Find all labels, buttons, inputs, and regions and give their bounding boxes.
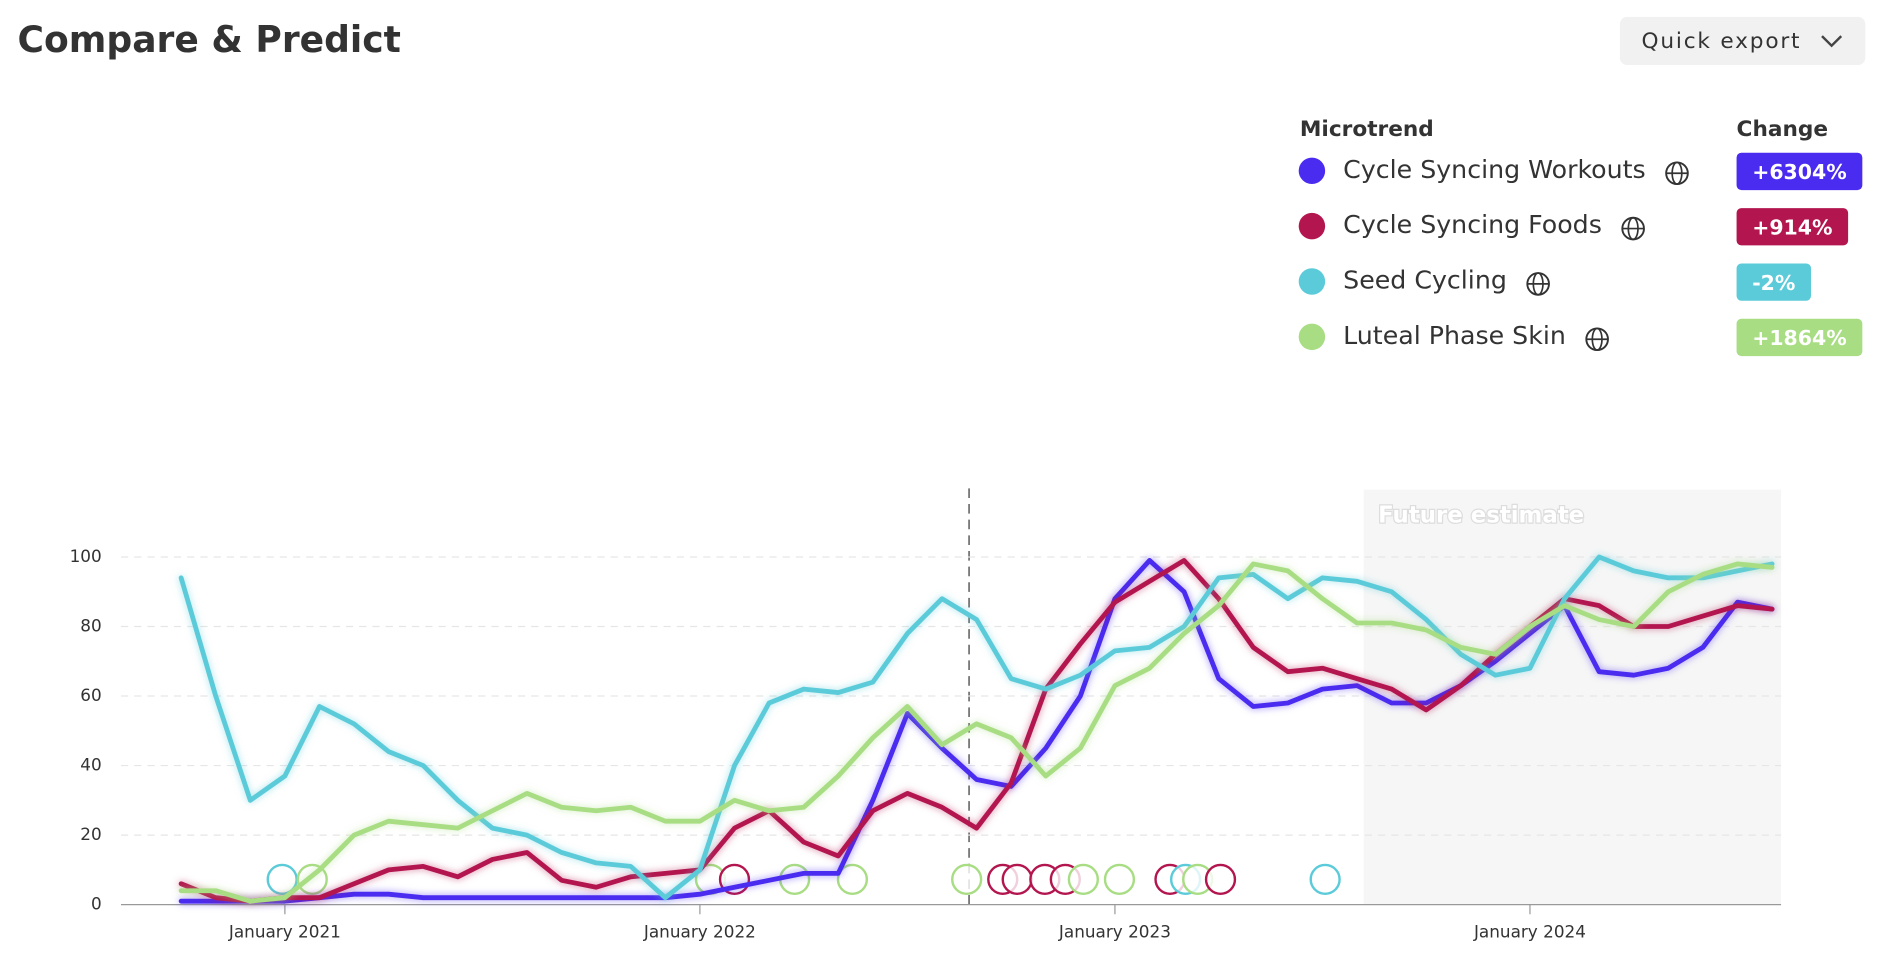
export-button[interactable]: Quick export — [1619, 16, 1866, 65]
change-badge — [1736, 208, 1849, 246]
legend-header: Change — [1737, 117, 1828, 142]
event-marker — [836, 863, 869, 896]
event-marker — [1309, 863, 1341, 896]
event-marker — [1067, 863, 1099, 896]
x-tick-label: January 2024 — [1473, 921, 1586, 941]
change-label: -2% — [1752, 271, 1795, 295]
change-label: +914% — [1752, 216, 1832, 240]
y-tick-label: 80 — [80, 616, 101, 636]
y-tick-label: 0 — [91, 894, 102, 914]
x-tick-label: January 2022 — [643, 921, 756, 941]
future-region — [1363, 489, 1782, 905]
legend-swatch — [1298, 157, 1326, 185]
legend-label: Luteal Phase Skin — [1343, 321, 1566, 350]
series-line — [178, 554, 1775, 901]
export-button-bg[interactable] — [1619, 16, 1866, 65]
future-label: Future estimate — [1378, 503, 1584, 529]
change-badge — [1736, 263, 1812, 301]
change-label: +1864% — [1752, 326, 1846, 350]
x-tick-label: January 2021 — [228, 921, 341, 941]
y-tick-label: 40 — [80, 755, 101, 775]
change-label: +6304% — [1752, 160, 1846, 184]
change-badge — [1736, 152, 1863, 191]
legend-header: Microtrend — [1300, 117, 1434, 142]
series-line — [178, 558, 1775, 904]
legend-label: Cycle Syncing Foods — [1343, 210, 1602, 239]
export-button-label[interactable]: Quick export — [1642, 29, 1802, 54]
legend-swatch — [1298, 268, 1326, 295]
legend-item[interactable]: Seed Cycling -2% — [1298, 263, 1812, 301]
y-tick-label: 20 — [80, 824, 101, 844]
event-marker — [1001, 863, 1033, 896]
legend-label: Cycle Syncing Workouts — [1343, 155, 1646, 184]
y-tick-label: 60 — [80, 685, 101, 705]
chevron[interactable] — [1821, 35, 1843, 48]
event-marker — [951, 863, 983, 896]
legend-item[interactable]: Cycle Syncing Foods +914% — [1298, 208, 1849, 246]
legend-swatch — [1298, 212, 1326, 240]
x-tick-label: January 2023 — [1058, 921, 1171, 941]
event-marker — [1103, 863, 1136, 896]
series-line — [178, 561, 1775, 904]
event-marker — [1204, 863, 1237, 896]
legend-label: Seed Cycling — [1343, 265, 1507, 294]
legend-item[interactable]: Cycle Syncing Workouts +6304% — [1298, 152, 1863, 191]
legend-swatch — [1298, 323, 1326, 351]
y-tick-label: 100 — [70, 546, 102, 566]
page-title: Compare & Predict — [18, 19, 401, 61]
legend-item[interactable]: Luteal Phase Skin +1864% — [1298, 318, 1863, 357]
change-badge — [1736, 318, 1863, 357]
